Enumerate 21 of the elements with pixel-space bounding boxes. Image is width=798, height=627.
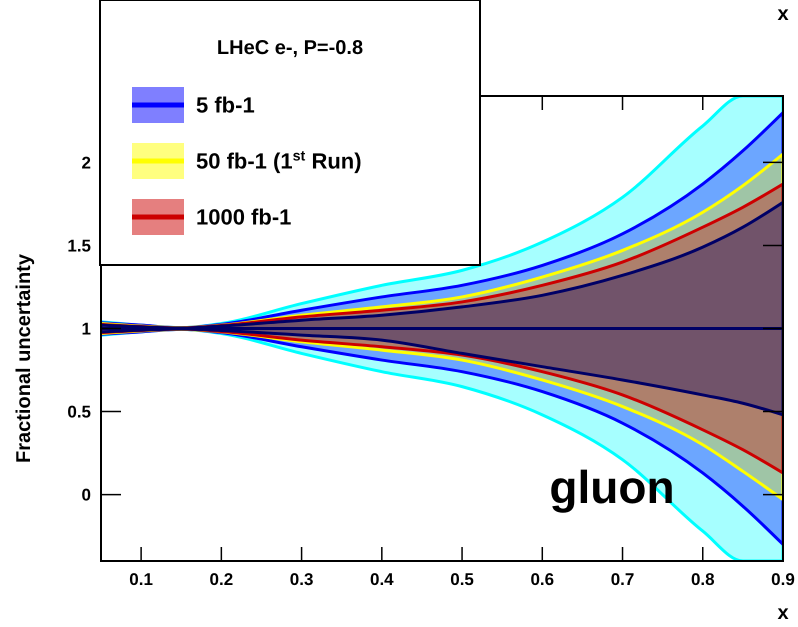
- x-tick-label: 0.7: [610, 570, 634, 589]
- chart-title: x: [777, 3, 789, 25]
- x-tick-label: 0.8: [690, 570, 715, 589]
- y-tick-label: 1: [82, 319, 91, 338]
- y-axis-title: Fractional uncertainty: [13, 253, 35, 463]
- x-tick-label: 0.5: [450, 570, 474, 589]
- y-tick-label: 1.5: [67, 236, 91, 256]
- x-tick-label: 0.6: [530, 570, 554, 589]
- x-tick-label: 0.2: [210, 570, 234, 589]
- x-axis-title: x: [777, 602, 789, 624]
- x-tick-label: 0.4: [370, 570, 394, 589]
- x-tick-label: 0.3: [290, 570, 314, 589]
- legend-title: LHeC e-, P=-0.8: [216, 37, 364, 59]
- x-tick-label: 0.9: [771, 570, 795, 589]
- y-tick-label: 0: [82, 486, 91, 505]
- y-tick-label: 2: [82, 153, 91, 172]
- x-tick-label: 0.1: [129, 570, 153, 589]
- legend-label: 50 fb-1 (1$^{st}$ Run): [196, 148, 362, 174]
- legend-label: 5 fb-1: [196, 92, 255, 118]
- y-tick-label: 0.5: [67, 402, 91, 422]
- legend-label: 1000 fb-1: [196, 204, 292, 230]
